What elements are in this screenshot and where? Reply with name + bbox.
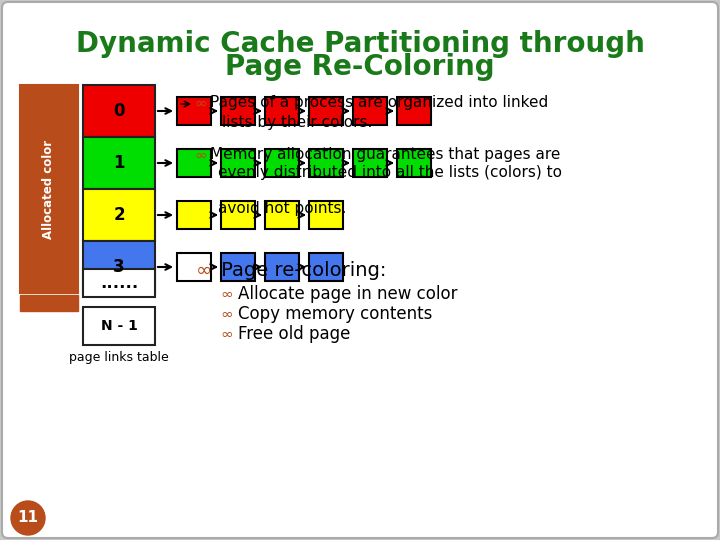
Text: Allocate page in new color: Allocate page in new color bbox=[238, 285, 457, 303]
Bar bbox=[309, 253, 343, 281]
Bar bbox=[177, 149, 211, 177]
Bar bbox=[83, 189, 155, 241]
Circle shape bbox=[11, 501, 45, 535]
Bar bbox=[83, 307, 155, 345]
Bar bbox=[221, 149, 255, 177]
Text: avoid hot points.: avoid hot points. bbox=[218, 201, 346, 217]
Bar bbox=[83, 85, 155, 137]
Bar bbox=[397, 97, 431, 125]
Text: Memory allocation guarantees that pages are: Memory allocation guarantees that pages … bbox=[210, 147, 560, 163]
Bar bbox=[265, 149, 299, 177]
Text: evenly distributed into all the lists (colors) to: evenly distributed into all the lists (c… bbox=[218, 165, 562, 180]
Bar bbox=[265, 97, 299, 125]
Bar bbox=[353, 97, 387, 125]
Bar bbox=[221, 201, 255, 229]
Text: Pages of a process are organized into linked: Pages of a process are organized into li… bbox=[210, 96, 548, 111]
Bar bbox=[265, 253, 299, 281]
Text: 3: 3 bbox=[113, 258, 125, 276]
Text: ∞: ∞ bbox=[194, 96, 207, 111]
Text: ∞: ∞ bbox=[220, 307, 233, 321]
Text: 2: 2 bbox=[113, 206, 125, 224]
Text: Free old page: Free old page bbox=[238, 325, 351, 343]
Text: 1: 1 bbox=[113, 154, 125, 172]
Text: ∞: ∞ bbox=[220, 287, 233, 301]
Text: ∞: ∞ bbox=[194, 147, 207, 163]
Text: page links table: page links table bbox=[69, 351, 169, 364]
Text: Page Re-Coloring: Page Re-Coloring bbox=[225, 53, 495, 81]
Bar bbox=[177, 97, 211, 125]
Text: Page re-coloring:: Page re-coloring: bbox=[215, 260, 387, 280]
Bar bbox=[221, 97, 255, 125]
Bar bbox=[221, 253, 255, 281]
Bar bbox=[83, 269, 155, 297]
Text: Dynamic Cache Partitioning through: Dynamic Cache Partitioning through bbox=[76, 30, 644, 58]
Text: 0: 0 bbox=[113, 102, 125, 120]
Bar bbox=[309, 97, 343, 125]
Text: Copy memory contents: Copy memory contents bbox=[238, 305, 433, 323]
Bar bbox=[177, 201, 211, 229]
Text: lists by their colors.: lists by their colors. bbox=[222, 116, 372, 131]
Bar bbox=[20, 295, 78, 311]
Text: 11: 11 bbox=[17, 510, 38, 525]
Bar bbox=[397, 149, 431, 177]
Text: ......: ...... bbox=[100, 274, 138, 292]
Bar bbox=[309, 149, 343, 177]
Text: ∞: ∞ bbox=[196, 260, 212, 280]
Bar bbox=[20, 85, 78, 293]
Bar bbox=[177, 253, 211, 281]
Bar bbox=[265, 201, 299, 229]
Bar bbox=[83, 137, 155, 189]
Text: ∞: ∞ bbox=[220, 327, 233, 341]
Bar bbox=[309, 201, 343, 229]
Bar bbox=[353, 149, 387, 177]
Bar bbox=[83, 241, 155, 293]
Text: Allocated color: Allocated color bbox=[42, 139, 55, 239]
Text: N - 1: N - 1 bbox=[101, 319, 138, 333]
